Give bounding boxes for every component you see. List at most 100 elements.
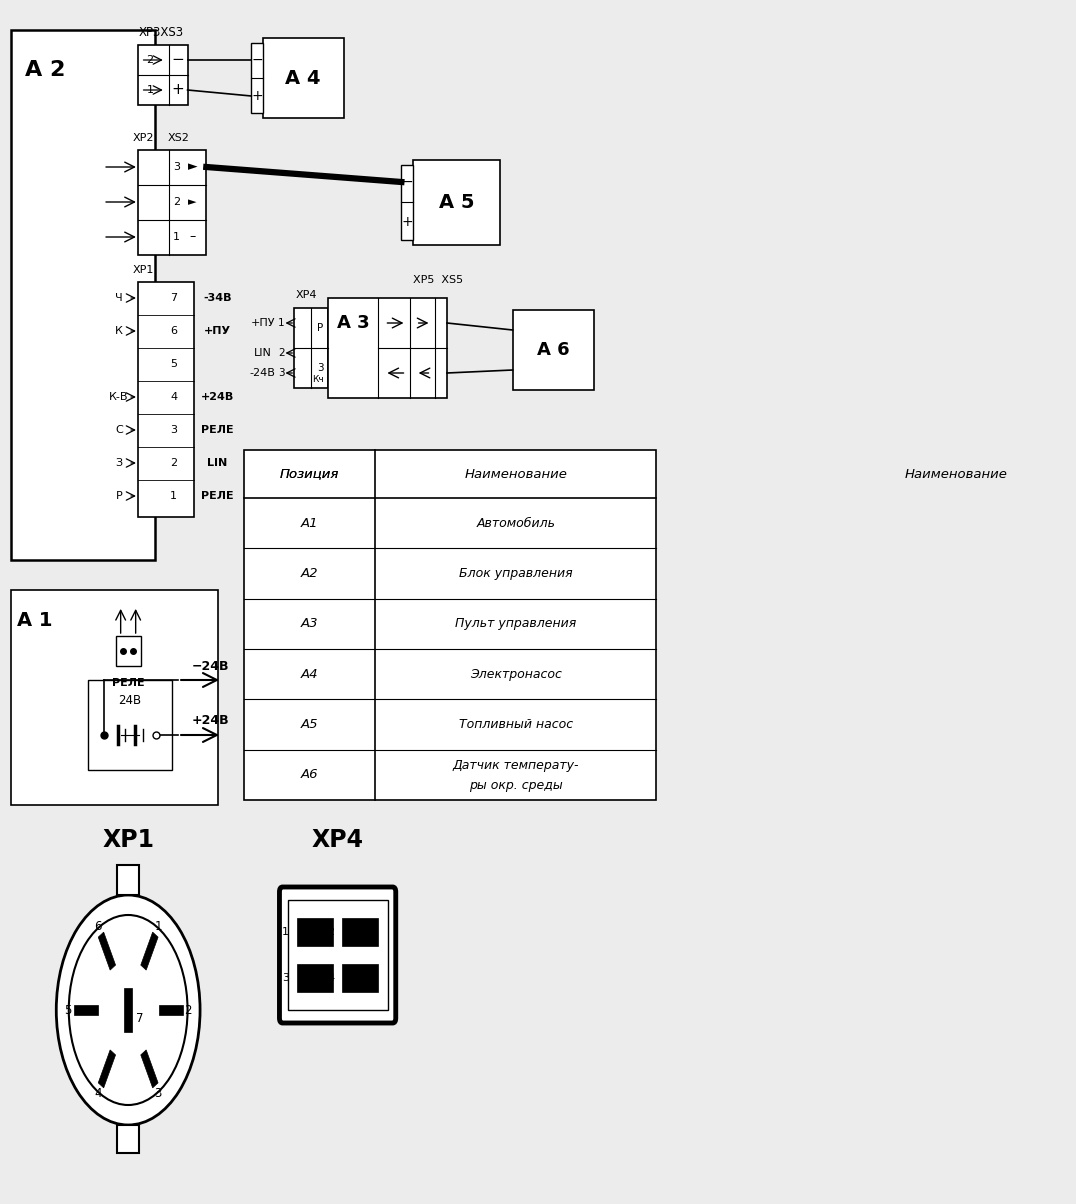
Text: +24В: +24В xyxy=(201,393,235,402)
Text: 1: 1 xyxy=(155,920,161,933)
Text: С: С xyxy=(115,425,123,435)
Text: A3: A3 xyxy=(300,618,318,631)
Text: РЕЛЕ: РЕЛЕ xyxy=(112,678,144,687)
Bar xyxy=(138,282,194,517)
Bar xyxy=(138,150,207,255)
Text: ры окр. среды: ры окр. среды xyxy=(469,779,563,792)
Text: Наименование: Наименование xyxy=(905,467,1008,480)
Bar xyxy=(328,299,447,399)
Text: А 4: А 4 xyxy=(285,69,321,88)
Text: A4: A4 xyxy=(300,668,318,680)
Text: РЕЛЕ: РЕЛЕ xyxy=(201,425,233,435)
Bar xyxy=(287,901,387,1010)
Text: ХР1: ХР1 xyxy=(102,828,154,852)
Text: −: − xyxy=(251,53,263,67)
Bar xyxy=(98,932,115,970)
Text: 1: 1 xyxy=(146,85,154,95)
Text: ХР1: ХР1 xyxy=(133,265,155,275)
Text: 2: 2 xyxy=(184,1003,192,1016)
Text: ►: ► xyxy=(187,160,197,173)
Text: 5: 5 xyxy=(65,1003,72,1016)
Text: 1: 1 xyxy=(173,232,180,242)
Bar xyxy=(244,450,656,799)
Text: A6: A6 xyxy=(300,768,318,781)
Text: ►: ► xyxy=(188,197,197,207)
Text: 3: 3 xyxy=(316,362,324,373)
Text: 2: 2 xyxy=(146,55,154,65)
Bar xyxy=(263,39,344,118)
Text: З: З xyxy=(115,458,123,468)
Text: К-В: К-В xyxy=(109,393,128,402)
Text: РЕЛЕ: РЕЛЕ xyxy=(201,491,233,501)
Bar xyxy=(74,1005,98,1015)
Bar xyxy=(342,917,379,946)
Text: К: К xyxy=(115,326,123,336)
Text: Датчик температу-: Датчик температу- xyxy=(453,760,579,772)
Bar xyxy=(117,864,140,895)
Text: Пульт управления: Пульт управления xyxy=(455,618,577,631)
Bar xyxy=(342,964,379,992)
Text: -34В: -34В xyxy=(203,293,231,303)
Text: ХР4: ХР4 xyxy=(312,828,364,852)
Text: Электронасос: Электронасос xyxy=(470,668,562,680)
Text: 24В: 24В xyxy=(118,694,141,707)
Text: Р: Р xyxy=(317,323,323,334)
Bar xyxy=(412,160,500,244)
Text: Блок управления: Блок управления xyxy=(459,567,572,580)
Text: Р: Р xyxy=(115,491,123,501)
Text: ХР4: ХР4 xyxy=(296,290,317,300)
Text: 2: 2 xyxy=(278,348,285,358)
Bar xyxy=(159,1005,183,1015)
Text: LIN: LIN xyxy=(254,348,271,358)
Text: Позиция: Позиция xyxy=(280,467,339,480)
Text: 3: 3 xyxy=(282,973,289,982)
Text: Автомобиль: Автомобиль xyxy=(477,517,555,530)
FancyBboxPatch shape xyxy=(280,887,396,1023)
Text: +ПУ: +ПУ xyxy=(251,318,274,327)
Text: 3: 3 xyxy=(278,368,285,378)
Text: Топливный насос: Топливный насос xyxy=(458,718,572,731)
Text: Кч: Кч xyxy=(312,376,324,384)
Text: А 5: А 5 xyxy=(439,193,475,212)
Text: 3: 3 xyxy=(173,163,180,172)
Text: 2: 2 xyxy=(170,458,178,468)
Text: 1: 1 xyxy=(278,318,285,327)
Text: −: − xyxy=(401,175,413,189)
Text: 3: 3 xyxy=(170,425,178,435)
Text: −: − xyxy=(172,53,185,67)
Circle shape xyxy=(56,895,200,1125)
Circle shape xyxy=(69,915,187,1105)
Text: 2: 2 xyxy=(173,197,180,207)
Bar xyxy=(117,1125,140,1153)
Text: А 6: А 6 xyxy=(537,341,569,359)
Bar xyxy=(297,917,332,946)
Text: 6: 6 xyxy=(95,920,102,933)
Bar xyxy=(115,636,141,666)
Text: Ч: Ч xyxy=(115,293,123,303)
Text: A1: A1 xyxy=(300,517,318,530)
Text: 2: 2 xyxy=(327,927,335,937)
Text: LIN: LIN xyxy=(208,458,228,468)
Text: Позиция: Позиция xyxy=(280,467,339,480)
Bar xyxy=(294,308,328,388)
Bar xyxy=(297,964,332,992)
Text: 7: 7 xyxy=(136,1011,143,1025)
Text: 1: 1 xyxy=(282,927,289,937)
Text: −24В: −24В xyxy=(192,660,229,673)
Text: +ПУ: +ПУ xyxy=(204,326,231,336)
Text: 4: 4 xyxy=(95,1087,102,1099)
Bar xyxy=(87,680,172,771)
Text: A2: A2 xyxy=(300,567,318,580)
Text: ХР3ХS3: ХР3ХS3 xyxy=(139,25,184,39)
Text: А 1: А 1 xyxy=(17,610,53,630)
Text: +: + xyxy=(401,216,413,229)
Bar xyxy=(11,590,217,805)
Bar xyxy=(141,932,158,970)
Bar xyxy=(141,1050,158,1088)
Text: +: + xyxy=(172,83,185,98)
Bar xyxy=(401,165,412,240)
Text: -24В: -24В xyxy=(250,368,275,378)
Bar xyxy=(138,45,187,105)
Text: 5: 5 xyxy=(170,359,178,368)
Text: 3: 3 xyxy=(155,1087,161,1099)
